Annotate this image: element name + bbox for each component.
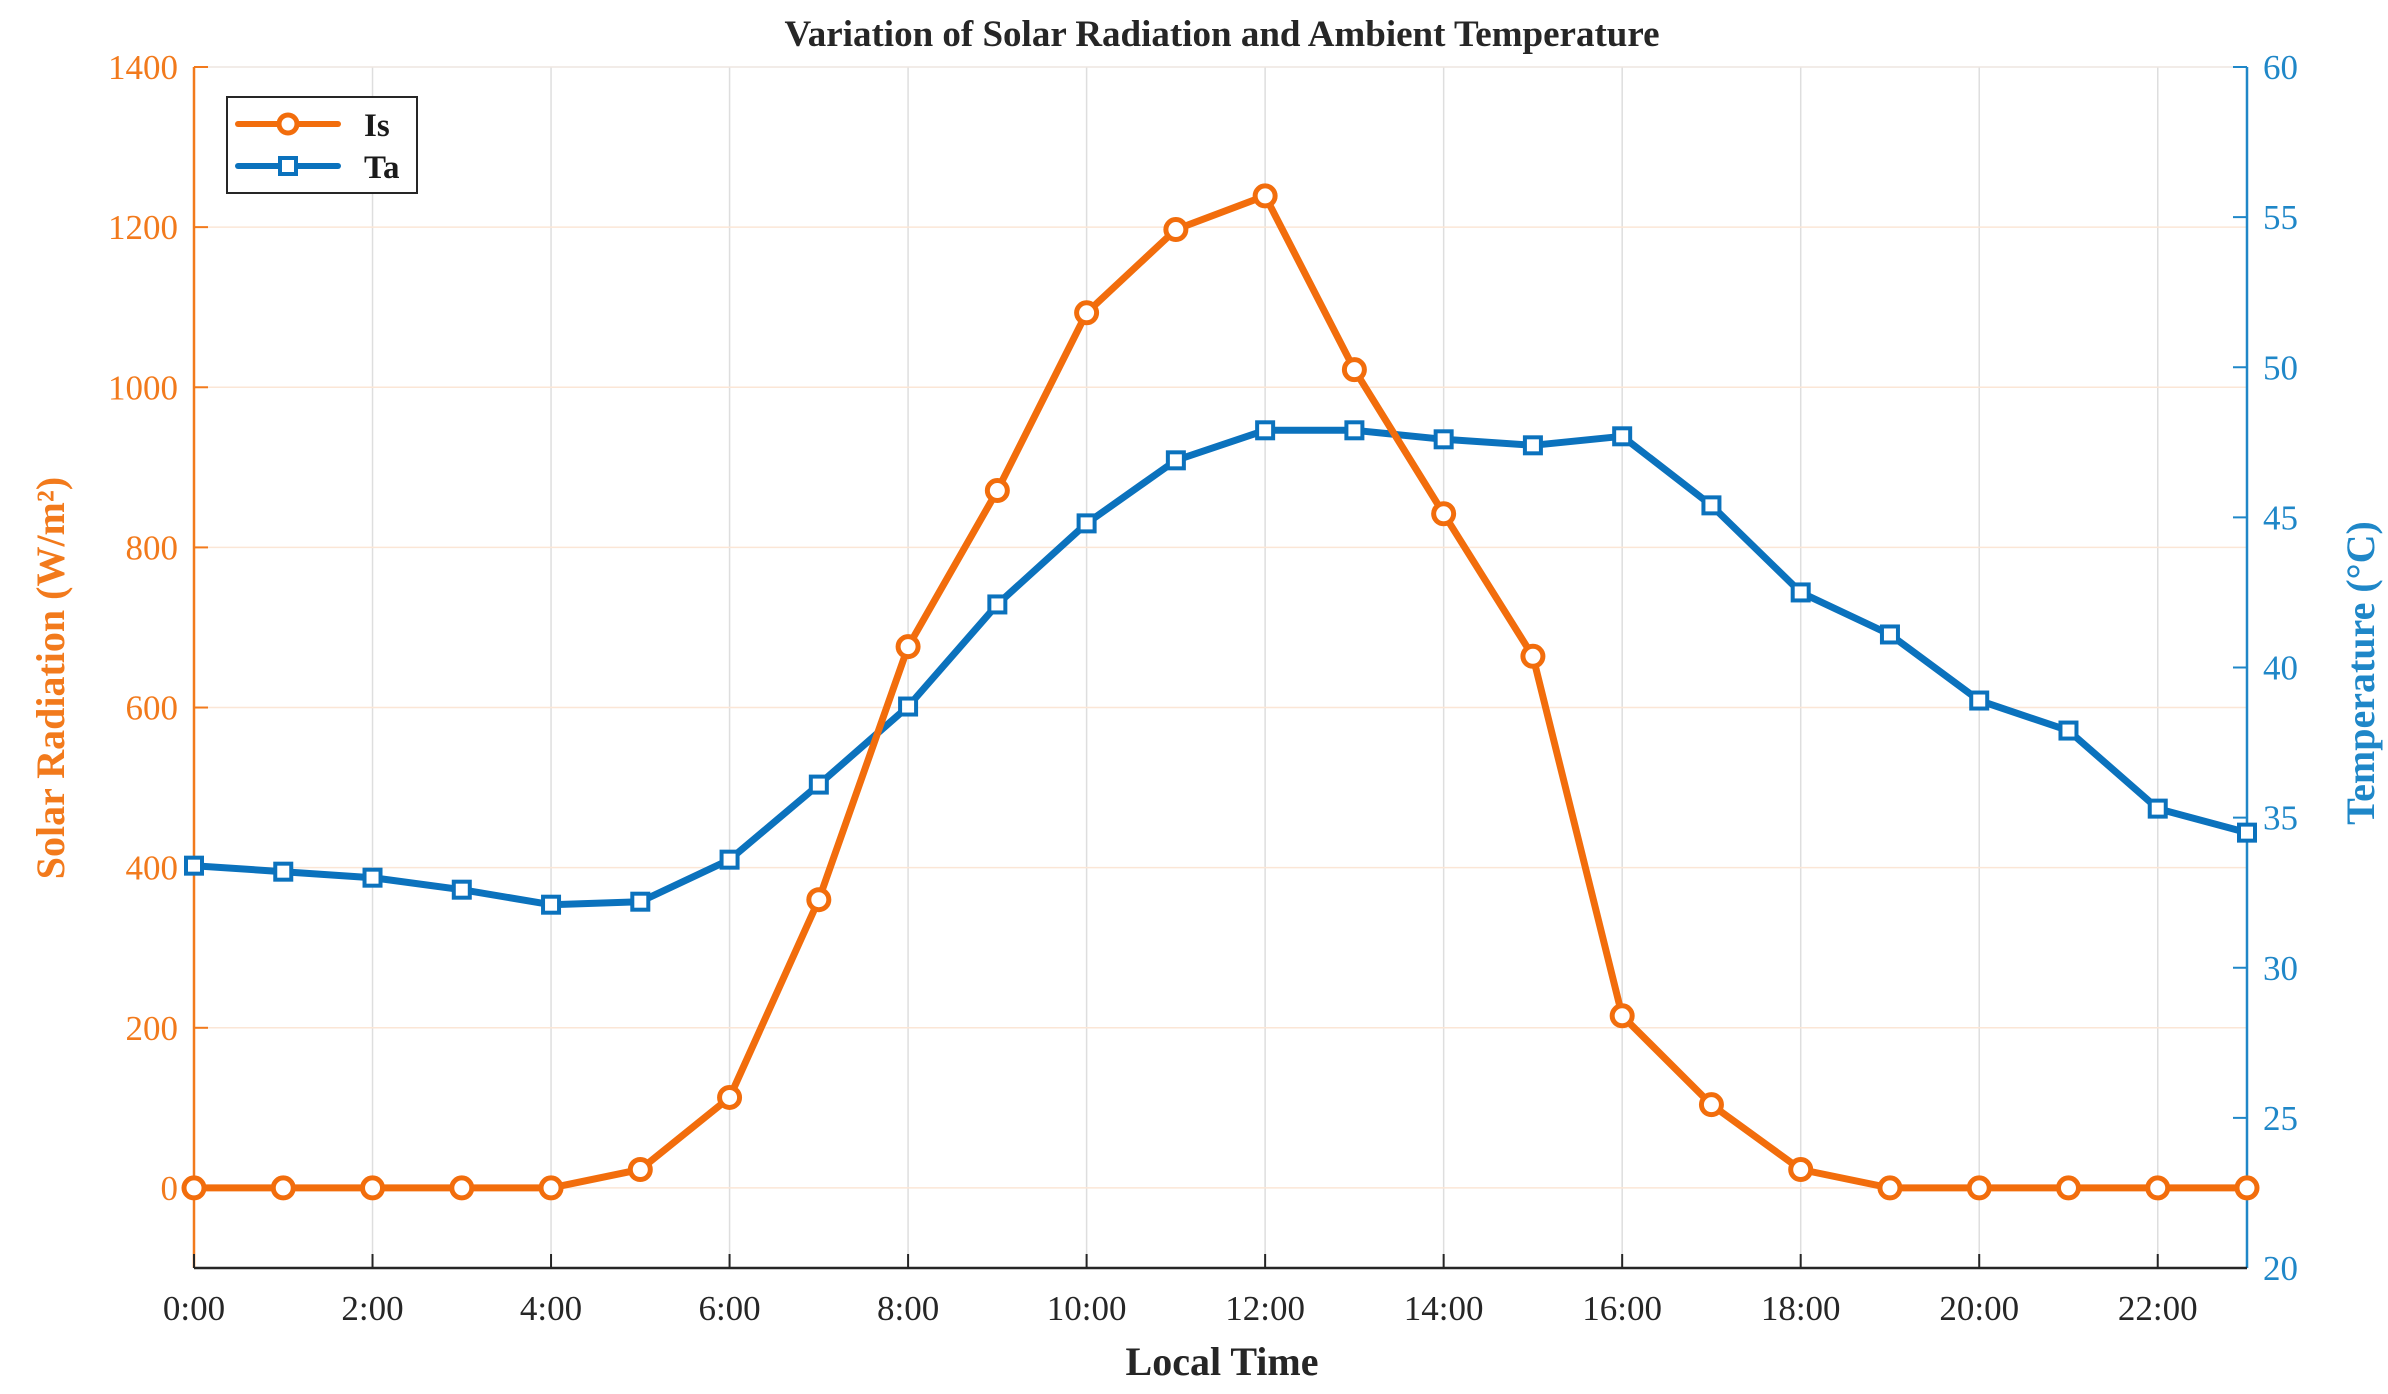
ta-point — [898, 696, 919, 717]
chart-title: Variation of Solar Radiation and Ambient… — [784, 14, 1659, 55]
legend: Is Ta — [226, 96, 418, 194]
right-tick-label: 20 — [2263, 1249, 2298, 1288]
ta-point — [1701, 495, 1722, 516]
is-point — [895, 634, 921, 660]
ta-point — [362, 867, 383, 888]
ta-point — [1522, 435, 1543, 456]
right-tick-label: 25 — [2263, 1099, 2298, 1138]
ta-point — [541, 894, 562, 915]
is-point — [1252, 183, 1278, 209]
is-point — [2234, 1175, 2260, 1201]
ta-point — [808, 774, 829, 795]
is-point — [627, 1157, 653, 1183]
legend-marker-ta — [278, 156, 298, 176]
x-tick-label: 20:00 — [1939, 1289, 2019, 1328]
right-tick-label: 30 — [2263, 949, 2298, 988]
right-axis-label: Temperature (°C) — [2338, 521, 2383, 825]
is-point — [1966, 1175, 1992, 1201]
ta-point — [2147, 798, 2168, 819]
x-tick-label: 22:00 — [2118, 1289, 2198, 1328]
is-point — [2055, 1175, 2081, 1201]
left-tick-label: 800 — [126, 528, 179, 567]
left-tick-label: 400 — [126, 849, 179, 888]
is-point — [717, 1084, 743, 1110]
legend-box — [226, 96, 418, 194]
ta-point — [1076, 513, 1097, 534]
is-point — [984, 478, 1010, 504]
is-point — [538, 1175, 564, 1201]
x-tick-label: 0:00 — [163, 1289, 225, 1328]
is-point — [806, 887, 832, 913]
ta-series-line — [193, 426, 2248, 909]
ta-point — [1255, 420, 1276, 441]
is-point — [449, 1175, 475, 1201]
is-point — [1877, 1175, 1903, 1201]
ta-point — [1344, 420, 1365, 441]
series-layer — [181, 183, 2260, 1201]
is-point — [1520, 643, 1546, 669]
x-tick-label: 2:00 — [341, 1289, 403, 1328]
left-tick-label: 1200 — [108, 208, 178, 247]
right-tick-label: 60 — [2263, 48, 2298, 87]
ta-point — [1433, 429, 1454, 450]
left-tick-label: 1000 — [108, 368, 178, 407]
is-point — [1341, 357, 1367, 383]
left-tick-label: 1400 — [108, 48, 178, 87]
left-axis-label: Solar Radiation (W/m²) — [28, 477, 73, 879]
is-point — [181, 1175, 207, 1201]
x-tick-label: 4:00 — [520, 1289, 582, 1328]
left-tick-label: 0 — [161, 1169, 179, 1208]
ta-point — [184, 855, 204, 876]
is-point — [1698, 1092, 1724, 1118]
right-axis: 20 25 30 35 40 45 50 55 60 — [2233, 48, 2298, 1288]
left-tick-label: 600 — [126, 689, 179, 728]
ta-point — [630, 891, 651, 912]
is-point — [2145, 1175, 2171, 1201]
right-tick-label: 35 — [2263, 799, 2298, 838]
x-tick-label: 18:00 — [1761, 1289, 1841, 1328]
x-tick-label: 6:00 — [698, 1289, 760, 1328]
ta-point — [451, 879, 472, 900]
ta-point — [1612, 426, 1633, 447]
legend-marker-is — [276, 112, 300, 136]
right-tick-label: 40 — [2263, 649, 2298, 688]
x-tick-label: 8:00 — [877, 1289, 939, 1328]
left-axis: 0 200 400 600 800 1000 1200 1400 — [108, 48, 208, 1268]
x-tick-label: 16:00 — [1582, 1289, 1662, 1328]
ta-point — [987, 594, 1008, 615]
ta-point — [2058, 720, 2079, 741]
ta-point — [1879, 624, 1900, 645]
is-point — [1788, 1157, 1814, 1183]
is-point — [1431, 501, 1457, 527]
is-series-line — [194, 192, 2247, 1192]
is-point — [360, 1175, 386, 1201]
ta-point — [719, 849, 740, 870]
legend-label-ta: Ta — [364, 150, 399, 186]
ta-point — [273, 861, 294, 882]
ta-point — [1165, 450, 1186, 471]
right-tick-label: 50 — [2263, 348, 2298, 387]
is-point — [270, 1175, 296, 1201]
x-tick-label: 10:00 — [1047, 1289, 1127, 1328]
legend-label-is: Is — [364, 108, 390, 144]
right-tick-label: 55 — [2263, 198, 2298, 237]
ta-point — [2237, 822, 2257, 843]
is-point — [1163, 217, 1189, 243]
x-axis-label: Local Time — [1126, 1339, 1319, 1384]
x-axis: 0:00 2:00 4:00 6:00 8:00 10:00 12:00 14:00 16:00… — [163, 1254, 2247, 1328]
ta-point — [1790, 582, 1811, 603]
left-tick-label: 200 — [126, 1009, 179, 1048]
ta-point — [1969, 690, 1990, 711]
right-tick-label: 45 — [2263, 498, 2298, 537]
x-tick-label: 12:00 — [1225, 1289, 1305, 1328]
x-tick-label: 14:00 — [1404, 1289, 1484, 1328]
is-point — [1074, 300, 1100, 326]
is-point — [1609, 1003, 1635, 1029]
